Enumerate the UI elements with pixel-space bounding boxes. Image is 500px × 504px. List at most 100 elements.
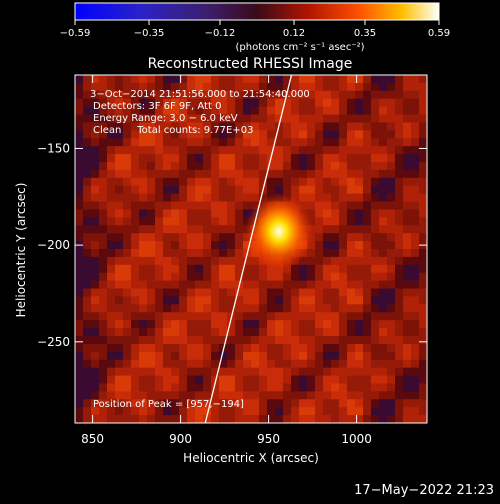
heatmap-cell [387, 351, 396, 361]
heatmap-cell [203, 383, 212, 392]
heatmap-cell [211, 90, 220, 100]
heatmap-cell [403, 185, 412, 195]
heatmap-cell [227, 114, 236, 123]
heatmap-cell [123, 336, 132, 345]
heatmap-cell [347, 233, 356, 242]
heatmap-cell [387, 249, 396, 258]
heatmap-cell [115, 154, 124, 163]
heatmap-cell [219, 122, 228, 131]
heatmap-cell [331, 264, 340, 274]
heatmap-cell [363, 193, 372, 202]
heatmap-cell [339, 169, 348, 179]
heatmap-cell [387, 272, 396, 282]
heatmap-cell [323, 296, 332, 305]
heatmap-cell [299, 82, 308, 92]
heatmap-cell [315, 280, 324, 289]
heatmap-cell [299, 138, 308, 147]
heatmap-cell [355, 383, 364, 392]
heatmap-cell [187, 185, 196, 195]
heatmap-cell [339, 351, 348, 361]
heatmap-cell [291, 399, 300, 408]
heatmap-cell [211, 280, 220, 289]
heatmap-cell [283, 272, 292, 282]
heatmap-cell [195, 288, 204, 297]
heatmap-cell [75, 288, 84, 297]
heatmap-cell [107, 415, 116, 423]
heatmap-cell [371, 177, 380, 187]
heatmap-cell [355, 272, 364, 282]
heatmap-cell [347, 359, 356, 369]
heatmap-cell [83, 336, 92, 345]
heatmap-cell [411, 320, 420, 329]
heatmap-cell [123, 264, 132, 274]
heatmap-cell [163, 249, 172, 258]
heatmap-cell [243, 209, 252, 218]
heatmap-cell [163, 146, 172, 155]
heatmap-cell [363, 312, 372, 321]
heatmap-cell [331, 256, 340, 266]
heatmap-cell [395, 343, 404, 353]
heatmap-cell [211, 336, 220, 345]
heatmap-cell [219, 288, 228, 297]
heatmap-cell [331, 185, 340, 195]
colorbar-ticks: −0.59 −0.35 −0.12 0.12 0.35 0.59 [60, 20, 450, 39]
heatmap-cell [75, 359, 84, 369]
heatmap-cell [163, 328, 172, 337]
heatmap-cell [155, 233, 164, 242]
heatmap-cell [355, 391, 364, 400]
heatmap-cell [363, 98, 372, 108]
heatmap-cell [99, 399, 108, 408]
annotation-peak-position: Position of Peak = [957,−194] [93, 399, 244, 410]
heatmap-cell [283, 280, 292, 289]
heatmap-cell [235, 169, 244, 179]
heatmap-cell [155, 169, 164, 179]
heatmap-cell [419, 201, 427, 210]
heatmap-cell [363, 114, 372, 123]
heatmap-cell [323, 185, 332, 195]
heatmap-cell [371, 328, 380, 337]
heatmap-cell [315, 256, 324, 266]
heatmap-cell [91, 391, 100, 400]
heatmap-cell [227, 90, 236, 100]
heatmap-cell [299, 288, 308, 297]
heatmap-cell [275, 75, 284, 84]
heatmap-cell [115, 256, 124, 266]
heatmap-cell [379, 249, 388, 258]
heatmap-cell [315, 304, 324, 313]
heatmap-cell [195, 359, 204, 369]
heatmap-cell [211, 106, 220, 115]
heatmap-cell [91, 201, 100, 210]
heatmap-cell [131, 162, 140, 171]
heatmap-cell [291, 82, 300, 92]
heatmap-cell [323, 122, 332, 131]
heatmap-cell [187, 343, 196, 353]
heatmap-cell [155, 407, 164, 416]
heatmap-cell [195, 82, 204, 92]
heatmap-cell [243, 256, 252, 266]
heatmap-cell [411, 201, 420, 210]
heatmap-cell [107, 90, 116, 100]
heatmap-cell [235, 122, 244, 131]
heatmap-cell [75, 375, 84, 384]
heatmap-cell [107, 106, 116, 115]
heatmap-cell [339, 391, 348, 400]
heatmap-cell [83, 415, 92, 423]
heatmap-cell [147, 162, 156, 171]
heatmap-cell [75, 272, 84, 282]
y-tick-label: −250 [37, 335, 70, 349]
heatmap-cell [187, 193, 196, 202]
heatmap-cell [123, 241, 132, 250]
heatmap-cell [155, 359, 164, 369]
heatmap-cell [107, 383, 116, 392]
heatmap-cell [171, 82, 180, 92]
heatmap-cell [411, 296, 420, 305]
heatmap-cell [75, 162, 84, 171]
heatmap-cell [403, 249, 412, 258]
heatmap-cell [91, 343, 100, 353]
heatmap-cell [419, 407, 427, 416]
heatmap-cell [83, 383, 92, 392]
heatmap-cell [275, 288, 284, 297]
heatmap-cell [419, 320, 427, 329]
heatmap-cell [243, 399, 252, 408]
heatmap-cell [275, 185, 284, 195]
